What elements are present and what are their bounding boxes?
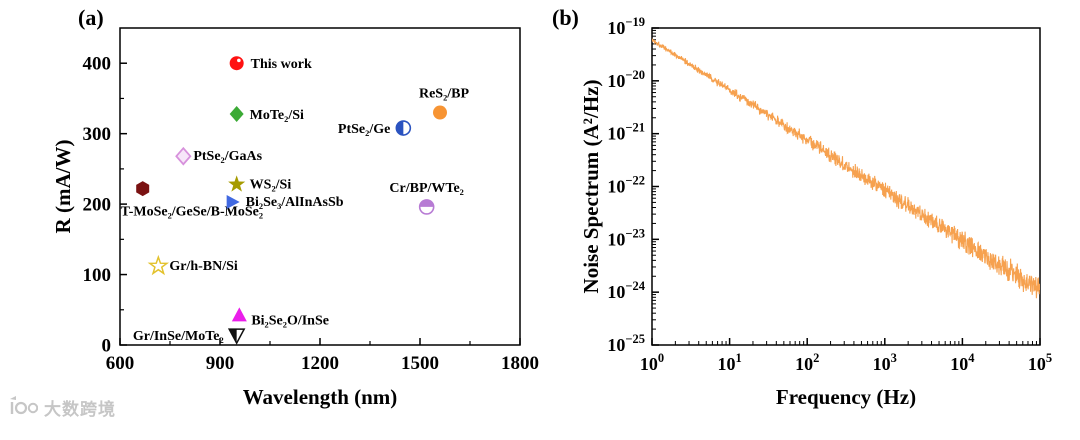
data-point-marker: [231, 307, 247, 322]
data-point-label: PtSe₂/GaAs: [193, 149, 262, 164]
data-point-label: T-MoSe₂/GeSe/B-MoSe₂: [121, 205, 263, 220]
data-point-marker: [229, 56, 244, 71]
data-point-label: Cr/BP/WTe₂: [389, 181, 463, 196]
panel-a-letter: (a): [78, 5, 104, 30]
x-tick-label: 1800: [501, 353, 539, 374]
x-axis-title: Frequency (Hz): [776, 385, 916, 409]
x-tick-label: 600: [106, 353, 135, 374]
x-tick-label: 102: [795, 351, 819, 374]
watermark: 大数跨境: [8, 394, 116, 420]
data-point-marker: [396, 121, 404, 136]
data-point-label: Bi₂Se₃/AlInAsSb: [246, 195, 344, 210]
data-point-label: WS₂/Si: [250, 177, 292, 192]
watermark-text: 大数跨境: [44, 399, 116, 420]
x-axis-title: Wavelength (nm): [243, 385, 398, 409]
data-point-marker: [136, 181, 150, 197]
x-tick-label: 100: [640, 351, 664, 374]
y-tick-label: 300: [83, 124, 112, 145]
data-point-marker: [229, 105, 244, 122]
panel-a: 600 900 1200 1500 1800 0 100 200 300 400 Wavelengt…: [0, 0, 540, 435]
y-tick-label: 100: [83, 265, 112, 286]
panel-b-letter: (b): [552, 5, 579, 30]
watermark-logo-icon: [10, 396, 38, 415]
data-point-label: Gr/h-BN/Si: [169, 259, 238, 274]
y-tick-label: 10−25: [607, 332, 645, 355]
data-point-label: Bi₂Se₂O/InSe: [251, 313, 329, 328]
y-tick-label: 400: [83, 54, 112, 75]
data-point-label: Gr/InSe/MoTe₂: [133, 329, 224, 344]
y-tick-label: 10−20: [607, 68, 645, 91]
data-point-marker: [226, 194, 240, 209]
x-tick-label: 1500: [401, 353, 439, 374]
data-point-label: ReS₂/BP: [419, 87, 470, 102]
y-axis-title: Noise Spectrum (A²/Hz): [579, 80, 603, 294]
x-tick-label: 105: [1028, 351, 1052, 374]
marker-glint: [237, 58, 241, 63]
responsivity-scatter-chart: 600 900 1200 1500 1800 0 100 200 300 400 Wavelengt…: [51, 5, 539, 409]
data-point-marker: [419, 199, 434, 207]
data-point-marker: [147, 254, 170, 276]
x-tick-label: 1200: [301, 353, 339, 374]
data-point-marker: [433, 105, 447, 120]
data-point-label: MoTe₂/Si: [250, 108, 304, 123]
y-tick-label: 0: [102, 336, 112, 357]
x-tick-label: 103: [873, 351, 897, 374]
noise-spectrum-chart: 100 101 102 103 104 105 10−19 10−20 10−21 10−22 10…: [552, 5, 1052, 409]
y-tick-label: 10−23: [607, 226, 645, 249]
noise-spectrum-curve: [652, 38, 1040, 299]
y-tick-label: 10−21: [607, 121, 645, 144]
x-tick-label: 104: [950, 351, 975, 374]
x-tick-label: 900: [206, 353, 235, 374]
panel-b: 100 101 102 103 104 105 10−19 10−20 10−21 10−22 10…: [540, 0, 1080, 435]
y-tick-label: 10−24: [607, 279, 645, 302]
x-tick-label: 101: [717, 351, 741, 374]
y-tick-label: 10−19: [607, 15, 645, 38]
data-point-label: PtSe₂/Ge: [338, 122, 390, 137]
y-tick-label: 10−22: [607, 174, 645, 197]
data-point-label: This work: [251, 57, 312, 72]
y-tick-label: 200: [83, 195, 112, 216]
data-point-marker: [175, 146, 192, 166]
data-point-marker: [228, 175, 246, 192]
data-point-marker: [229, 329, 237, 344]
y-axis-title: R (mA/W): [51, 140, 75, 234]
